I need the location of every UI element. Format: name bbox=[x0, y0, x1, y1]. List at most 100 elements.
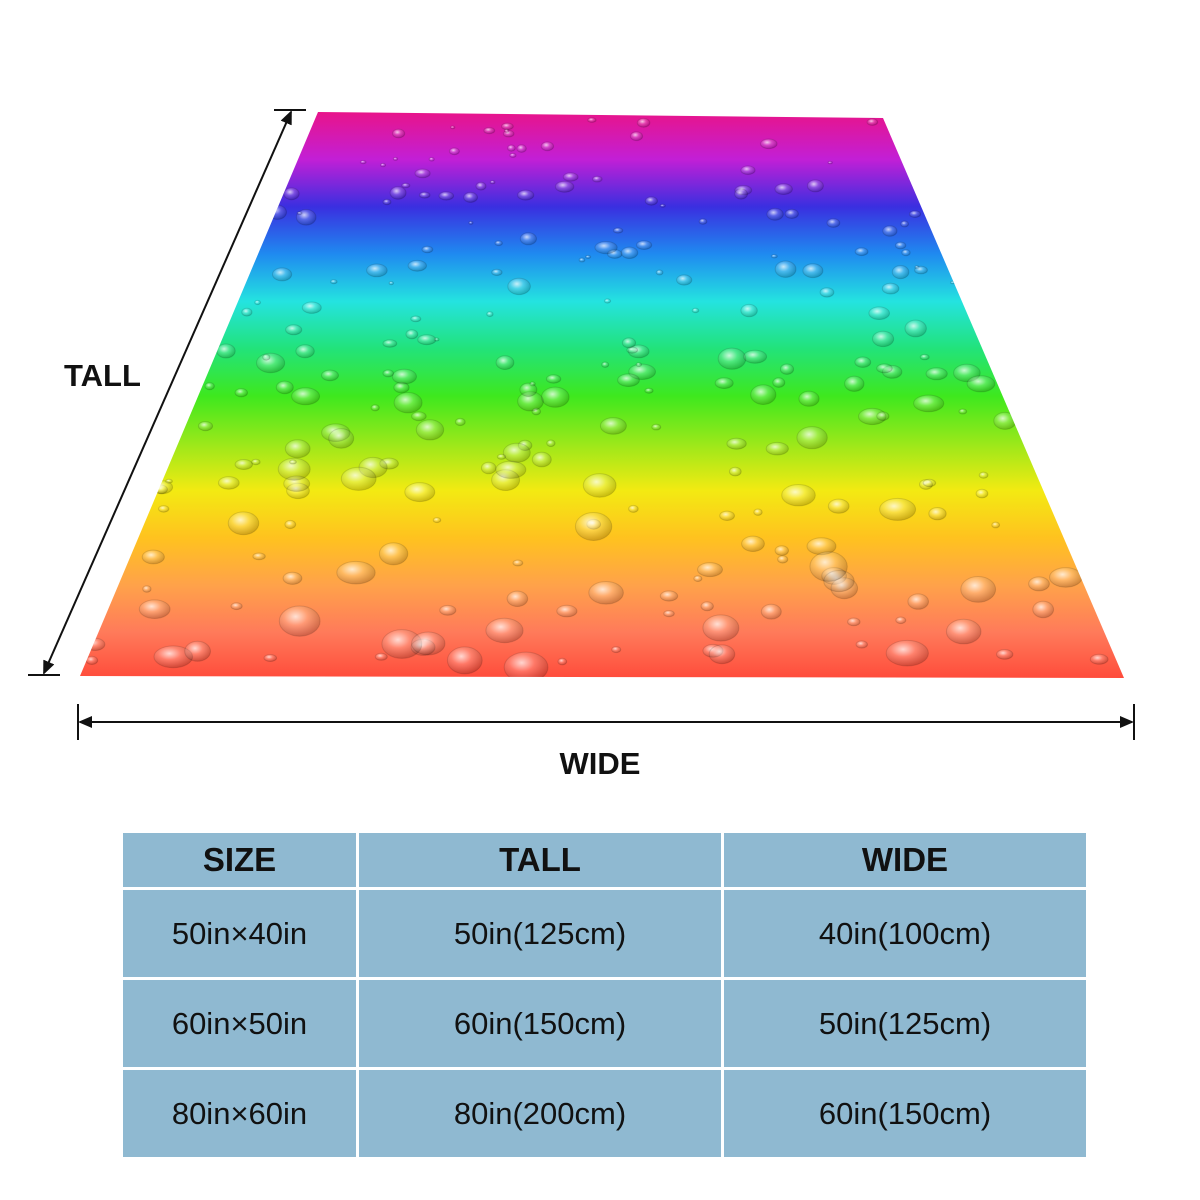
water-droplet bbox=[432, 517, 442, 524]
tall-cell: 60in(150cm) bbox=[359, 980, 721, 1067]
water-droplet bbox=[913, 394, 945, 413]
water-droplet bbox=[895, 616, 907, 625]
size-cell: 60in×50in bbox=[123, 980, 356, 1067]
water-droplet bbox=[330, 279, 338, 285]
water-droplet bbox=[439, 604, 457, 616]
water-droplet bbox=[475, 181, 487, 191]
water-droplet bbox=[85, 637, 106, 652]
water-droplet bbox=[766, 207, 784, 221]
water-droplet bbox=[592, 175, 603, 183]
water-droplet bbox=[796, 426, 828, 450]
water-droplet bbox=[503, 651, 549, 678]
wide-cell: 50in(125cm) bbox=[724, 980, 1086, 1067]
water-droplet bbox=[283, 187, 300, 201]
water-droplet bbox=[655, 269, 664, 276]
water-droplet bbox=[876, 411, 890, 422]
water-droplet bbox=[588, 581, 624, 605]
water-droplet bbox=[779, 363, 795, 375]
water-droplet bbox=[556, 604, 578, 618]
water-droplet bbox=[489, 180, 496, 185]
water-droplet bbox=[562, 172, 579, 182]
water-droplet bbox=[847, 617, 861, 627]
water-droplet bbox=[230, 602, 243, 611]
header-size: SIZE bbox=[123, 833, 356, 887]
water-droplet bbox=[881, 282, 900, 295]
water-droplet bbox=[698, 218, 708, 225]
water-droplet bbox=[541, 386, 570, 408]
water-droplet bbox=[578, 257, 586, 263]
water-droplet bbox=[272, 267, 293, 282]
water-droplet bbox=[644, 387, 654, 394]
water-droplet bbox=[904, 319, 927, 338]
water-droplet bbox=[872, 330, 895, 348]
water-droplet bbox=[411, 631, 446, 656]
water-droplet bbox=[141, 549, 165, 565]
water-droplet bbox=[480, 461, 497, 475]
water-droplet bbox=[772, 377, 786, 388]
water-droplet bbox=[806, 179, 824, 193]
water-droplet bbox=[1049, 567, 1083, 588]
water-droplet bbox=[777, 555, 789, 564]
water-droplet bbox=[628, 504, 639, 513]
water-droplet bbox=[928, 507, 947, 521]
water-droplet bbox=[644, 196, 659, 206]
water-droplet bbox=[891, 265, 910, 280]
water-droplet bbox=[603, 298, 612, 304]
water-droplet bbox=[392, 128, 406, 139]
water-droplet bbox=[991, 521, 1001, 529]
water-droplet bbox=[391, 368, 417, 385]
water-droplet bbox=[370, 404, 380, 412]
header-wide: WIDE bbox=[724, 833, 1086, 887]
water-droplet bbox=[993, 411, 1017, 430]
water-droplet bbox=[284, 439, 311, 459]
water-droplet bbox=[620, 246, 639, 260]
water-droplet bbox=[540, 141, 555, 152]
water-droplet bbox=[366, 263, 388, 278]
water-droplet bbox=[854, 356, 872, 368]
water-droplet bbox=[216, 343, 236, 359]
water-droplet bbox=[585, 254, 592, 259]
water-droplet bbox=[411, 411, 427, 422]
water-droplet bbox=[158, 505, 170, 513]
water-droplet bbox=[517, 189, 535, 201]
water-droplet bbox=[950, 280, 956, 285]
water-droplet bbox=[262, 353, 271, 361]
water-droplet bbox=[741, 535, 765, 552]
water-droplet bbox=[454, 417, 466, 427]
water-droplet bbox=[907, 593, 930, 610]
tall-label: TALL bbox=[64, 358, 141, 393]
water-droplet bbox=[726, 437, 747, 450]
water-droplet bbox=[617, 373, 640, 388]
water-droplet bbox=[945, 618, 982, 645]
water-droplet bbox=[495, 460, 527, 479]
water-droplet bbox=[417, 334, 437, 346]
water-droplet bbox=[278, 605, 321, 637]
water-droplet bbox=[415, 419, 445, 441]
water-droplet bbox=[781, 484, 816, 507]
tall-cell: 80in(200cm) bbox=[359, 1070, 721, 1157]
water-droplet bbox=[691, 307, 700, 314]
water-droplet bbox=[448, 147, 460, 156]
water-droplet bbox=[740, 303, 758, 318]
water-droplet bbox=[866, 118, 879, 126]
water-droplet bbox=[663, 610, 675, 618]
water-droplet bbox=[421, 245, 434, 254]
water-droplet bbox=[263, 654, 278, 662]
water-droplet bbox=[978, 471, 989, 479]
table-row: 80in×60in 80in(200cm) 60in(150cm) bbox=[123, 1070, 1086, 1157]
water-droplet bbox=[491, 268, 503, 276]
water-droplet bbox=[975, 488, 989, 499]
wide-dimension-arrow bbox=[77, 704, 1135, 740]
water-droplet bbox=[291, 387, 321, 406]
tall-cell: 50in(125cm) bbox=[359, 890, 721, 977]
water-droplet bbox=[599, 417, 627, 435]
water-droplet bbox=[1032, 600, 1055, 619]
water-droplet bbox=[516, 144, 527, 153]
water-droplet bbox=[234, 388, 249, 398]
water-droplet bbox=[501, 122, 514, 131]
water-droplet bbox=[507, 144, 516, 152]
table-row: 60in×50in 60in(150cm) 50in(125cm) bbox=[123, 980, 1086, 1067]
water-droplet bbox=[919, 353, 930, 361]
water-droplet bbox=[1089, 653, 1109, 665]
